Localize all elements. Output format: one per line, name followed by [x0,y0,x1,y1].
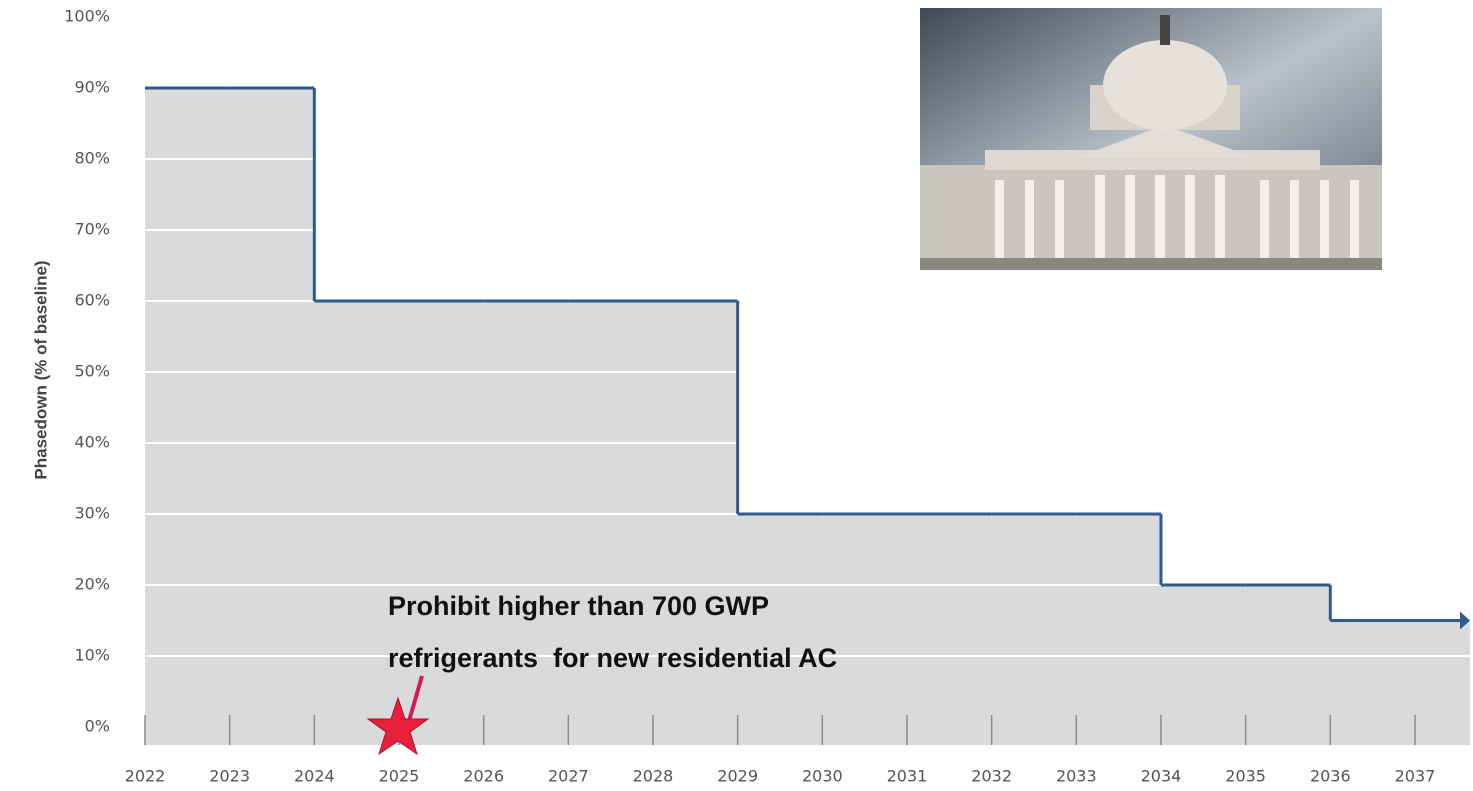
y-tick-label: 20% [74,575,110,594]
y-tick-label: 40% [74,433,110,452]
x-tick-label: 2036 [1310,767,1351,786]
area-segment [1414,620,1470,745]
area-segment [568,301,653,745]
x-tick-label: 2029 [717,767,758,786]
y-axis-label: Phasedown (% of baseline) [31,260,50,479]
area-segment [1160,585,1246,745]
arrow-head [1460,611,1470,630]
area-segment [314,301,399,745]
area-segment [1076,514,1161,745]
area-segment [398,301,484,745]
area-segment [822,514,907,745]
x-tick-label: 2022 [125,767,166,786]
capitol-photo [920,8,1382,270]
x-tick-label: 2024 [294,767,335,786]
y-tick-label: 100% [64,7,110,26]
area-segment [991,514,1077,745]
area-segment [483,301,569,745]
area-segment [652,301,738,745]
y-tick-label: 70% [74,220,110,239]
area-segment [906,514,992,745]
area-segment [229,88,315,745]
area-segment [737,514,823,745]
x-tick-label: 2030 [802,767,843,786]
area-segment [1245,585,1331,745]
annotation-line: Prohibit higher than 700 GWP [388,591,769,621]
y-tick-label: 90% [74,78,110,97]
y-tick-label: 80% [74,149,110,168]
x-tick-label: 2025 [379,767,420,786]
x-tick-label: 2023 [209,767,250,786]
area-segment [1330,620,1415,745]
x-tick-label: 2037 [1395,767,1436,786]
x-tick-label: 2035 [1225,767,1266,786]
y-tick-label: 30% [74,504,110,523]
annotation-line: refrigerants for new residential AC [388,643,837,673]
y-tick-label: 0% [85,717,110,736]
x-tick-label: 2028 [633,767,674,786]
x-tick-label: 2034 [1141,767,1182,786]
y-tick-label: 60% [74,291,110,310]
x-tick-label: 2026 [463,767,504,786]
area-layer [145,88,1470,745]
x-tick-label: 2033 [1056,767,1097,786]
x-tick-label: 2027 [548,767,589,786]
star-marker [366,696,430,756]
y-tick-label: 10% [74,646,110,665]
y-tick-label: 50% [74,362,110,381]
x-tick-label: 2032 [971,767,1012,786]
line-layer [144,86,1470,745]
x-tick-label: 2031 [887,767,928,786]
area-segment [145,88,230,745]
text-layer: Phasedown (% of baseline) Prohibit highe… [31,7,1435,786]
